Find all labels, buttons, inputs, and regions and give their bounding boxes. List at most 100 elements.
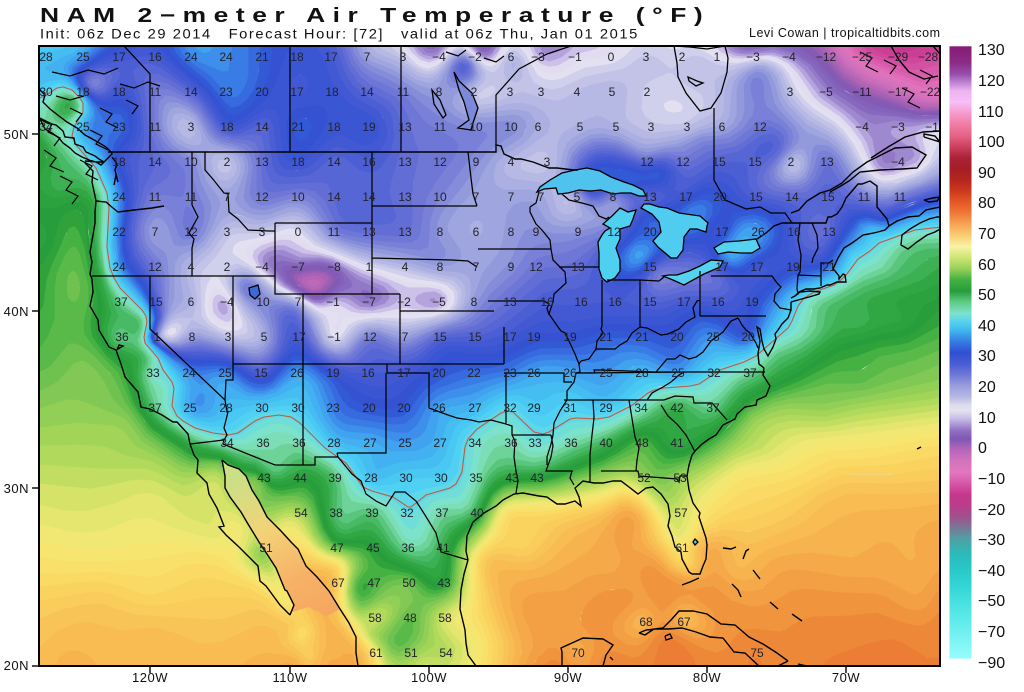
svg-text:25: 25 bbox=[706, 330, 720, 344]
svg-text:3: 3 bbox=[507, 85, 514, 99]
svg-text:11: 11 bbox=[397, 85, 410, 99]
svg-text:20: 20 bbox=[713, 190, 727, 204]
svg-text:26: 26 bbox=[563, 366, 577, 380]
svg-text:47: 47 bbox=[330, 541, 344, 555]
svg-text:8: 8 bbox=[437, 260, 444, 274]
svg-text:8: 8 bbox=[437, 225, 444, 239]
svg-text:−17: −17 bbox=[888, 85, 909, 99]
svg-text:2: 2 bbox=[644, 85, 651, 99]
svg-text:−22: −22 bbox=[920, 85, 941, 99]
svg-text:47: 47 bbox=[367, 576, 381, 590]
svg-text:17: 17 bbox=[397, 366, 411, 380]
svg-text:28: 28 bbox=[364, 471, 378, 485]
svg-text:12: 12 bbox=[753, 120, 767, 134]
svg-text:23: 23 bbox=[112, 120, 126, 134]
svg-text:12: 12 bbox=[255, 190, 269, 204]
svg-text:9: 9 bbox=[533, 225, 540, 239]
svg-text:−90: −90 bbox=[978, 655, 1005, 672]
svg-text:13: 13 bbox=[398, 155, 412, 169]
svg-text:3: 3 bbox=[225, 330, 232, 344]
svg-text:−4: −4 bbox=[255, 260, 269, 274]
svg-text:10: 10 bbox=[291, 190, 305, 204]
svg-text:1: 1 bbox=[714, 50, 721, 64]
svg-text:−3: −3 bbox=[746, 50, 760, 64]
svg-text:3: 3 bbox=[544, 155, 551, 169]
svg-text:36: 36 bbox=[256, 436, 270, 450]
svg-text:32: 32 bbox=[707, 366, 721, 380]
svg-text:3: 3 bbox=[259, 225, 266, 239]
svg-text:11: 11 bbox=[328, 225, 341, 239]
svg-text:26: 26 bbox=[527, 366, 541, 380]
svg-text:27: 27 bbox=[363, 436, 377, 450]
svg-text:110W: 110W bbox=[273, 670, 308, 685]
svg-text:60: 60 bbox=[978, 257, 996, 274]
svg-text:17: 17 bbox=[677, 295, 691, 309]
svg-text:3: 3 bbox=[643, 50, 650, 64]
svg-text:14: 14 bbox=[327, 190, 341, 204]
svg-text:110: 110 bbox=[978, 104, 1004, 121]
svg-text:−5: −5 bbox=[819, 85, 833, 99]
svg-text:25: 25 bbox=[183, 401, 197, 415]
svg-text:3: 3 bbox=[538, 85, 545, 99]
svg-text:15: 15 bbox=[712, 155, 726, 169]
svg-text:30: 30 bbox=[291, 401, 305, 415]
svg-text:54: 54 bbox=[294, 506, 308, 520]
svg-text:23: 23 bbox=[326, 401, 340, 415]
svg-text:0: 0 bbox=[295, 225, 302, 239]
svg-text:10: 10 bbox=[469, 120, 483, 134]
svg-text:40: 40 bbox=[978, 318, 996, 335]
svg-text:37: 37 bbox=[743, 366, 757, 380]
svg-text:34: 34 bbox=[220, 436, 234, 450]
svg-text:5: 5 bbox=[609, 85, 616, 99]
svg-text:13: 13 bbox=[643, 190, 657, 204]
svg-text:17: 17 bbox=[324, 50, 338, 64]
svg-text:17: 17 bbox=[750, 260, 764, 274]
svg-text:36: 36 bbox=[564, 436, 578, 450]
svg-text:13: 13 bbox=[820, 155, 834, 169]
svg-text:9: 9 bbox=[473, 155, 480, 169]
svg-text:22: 22 bbox=[112, 225, 126, 239]
svg-text:130: 130 bbox=[978, 42, 1005, 59]
svg-text:1: 1 bbox=[366, 260, 373, 274]
svg-text:31: 31 bbox=[563, 401, 577, 415]
svg-text:−1: −1 bbox=[925, 120, 939, 134]
svg-text:16: 16 bbox=[711, 295, 725, 309]
svg-text:23: 23 bbox=[219, 85, 233, 99]
svg-text:41: 41 bbox=[436, 541, 450, 555]
svg-text:36: 36 bbox=[115, 330, 129, 344]
svg-text:7: 7 bbox=[295, 295, 302, 309]
svg-text:−29: −29 bbox=[888, 50, 909, 64]
svg-text:28: 28 bbox=[635, 366, 649, 380]
svg-text:36: 36 bbox=[504, 436, 518, 450]
svg-text:44: 44 bbox=[293, 471, 307, 485]
svg-text:14: 14 bbox=[360, 85, 374, 99]
svg-text:26: 26 bbox=[432, 401, 446, 415]
svg-text:2: 2 bbox=[471, 85, 478, 99]
svg-text:2: 2 bbox=[224, 260, 231, 274]
svg-text:15: 15 bbox=[149, 295, 163, 309]
svg-text:12: 12 bbox=[529, 260, 543, 274]
svg-text:−30: −30 bbox=[978, 532, 1005, 549]
svg-text:41: 41 bbox=[670, 436, 684, 450]
svg-text:23: 23 bbox=[503, 366, 517, 380]
svg-text:25: 25 bbox=[671, 366, 685, 380]
svg-text:3: 3 bbox=[648, 120, 655, 134]
svg-text:−11: −11 bbox=[852, 85, 872, 99]
svg-text:0: 0 bbox=[978, 440, 987, 457]
svg-text:120W: 120W bbox=[132, 670, 168, 685]
svg-text:3: 3 bbox=[684, 120, 691, 134]
svg-text:10: 10 bbox=[184, 155, 198, 169]
svg-text:70W: 70W bbox=[832, 670, 860, 685]
svg-text:17: 17 bbox=[715, 260, 729, 274]
svg-text:−7: −7 bbox=[291, 260, 305, 274]
svg-text:7: 7 bbox=[364, 50, 371, 64]
svg-text:30: 30 bbox=[399, 471, 413, 485]
svg-text:9: 9 bbox=[575, 225, 582, 239]
svg-text:19: 19 bbox=[326, 366, 340, 380]
svg-text:−8: −8 bbox=[327, 260, 341, 274]
svg-text:67: 67 bbox=[331, 576, 345, 590]
svg-text:−40: −40 bbox=[978, 563, 1005, 580]
svg-text:−25: −25 bbox=[852, 50, 873, 64]
svg-text:37: 37 bbox=[435, 506, 449, 520]
svg-text:20: 20 bbox=[670, 330, 684, 344]
